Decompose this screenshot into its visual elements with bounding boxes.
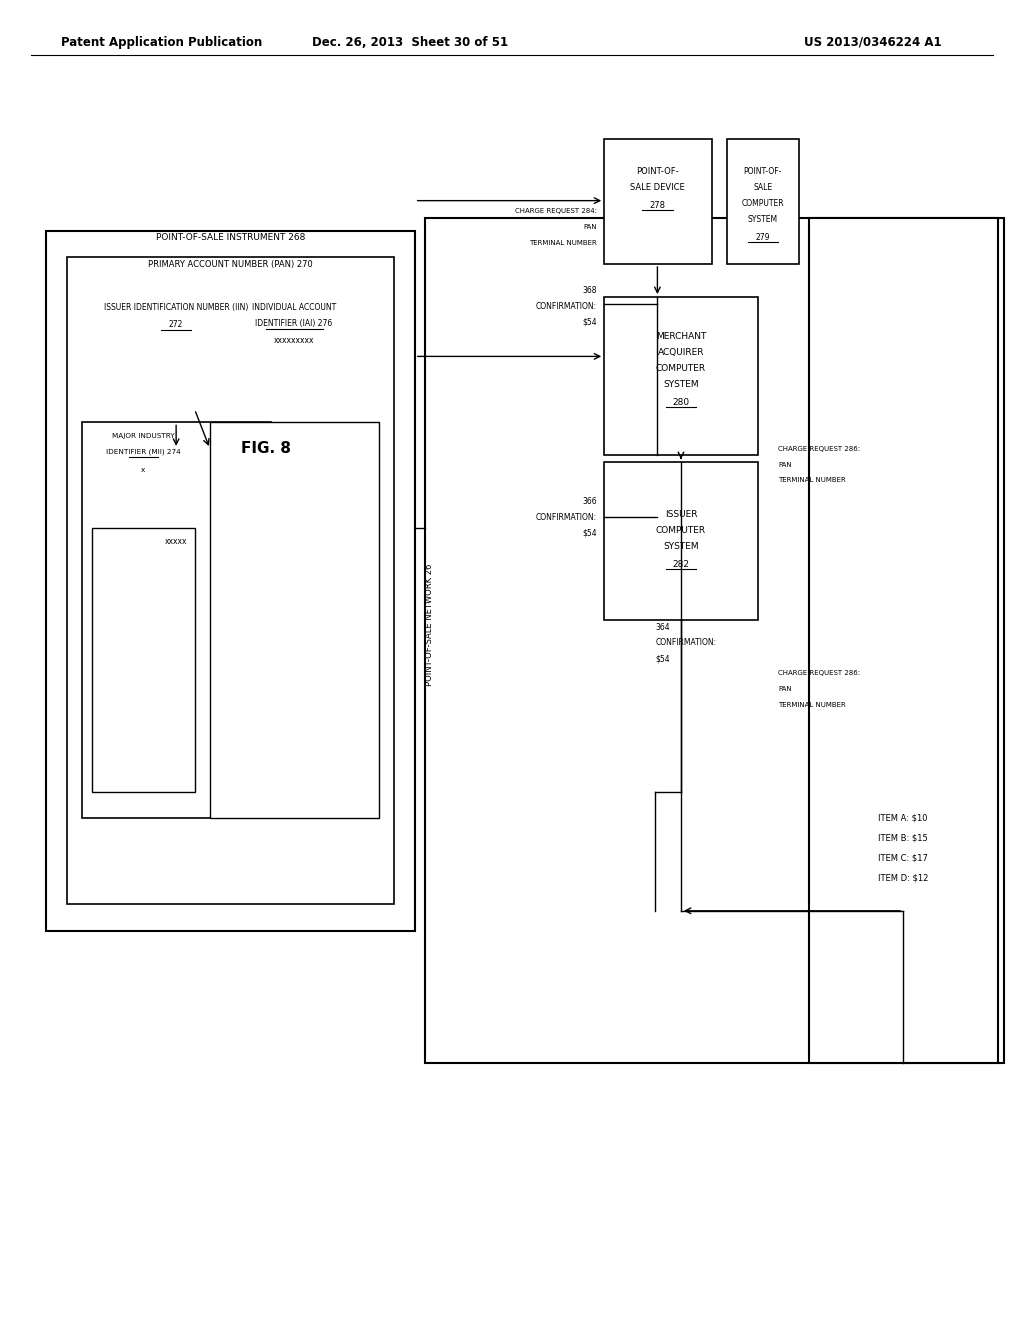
Text: US 2013/0346224 A1: US 2013/0346224 A1: [805, 36, 942, 49]
Text: CHARGE REQUEST 284:: CHARGE REQUEST 284:: [515, 209, 597, 214]
Text: ACQUIRER: ACQUIRER: [657, 348, 705, 356]
Bar: [604, 297, 758, 455]
Text: SALE: SALE: [754, 183, 772, 191]
Text: 279: 279: [756, 234, 770, 242]
Text: Dec. 26, 2013  Sheet 30 of 51: Dec. 26, 2013 Sheet 30 of 51: [311, 36, 508, 49]
Text: ISSUER: ISSUER: [665, 511, 697, 519]
Text: MAJOR INDUSTRY: MAJOR INDUSTRY: [112, 433, 175, 438]
Bar: [67, 257, 394, 904]
Text: POINT-OF-: POINT-OF-: [636, 168, 679, 176]
Text: COMPUTER: COMPUTER: [741, 199, 784, 207]
Text: 272: 272: [169, 321, 183, 329]
Text: IDENTIFIER (IAI) 276: IDENTIFIER (IAI) 276: [255, 319, 333, 327]
Bar: [92, 528, 195, 792]
Text: x: x: [141, 467, 145, 473]
Text: SYSTEM: SYSTEM: [664, 380, 698, 388]
Text: SYSTEM: SYSTEM: [664, 543, 698, 550]
Text: POINT-OF-: POINT-OF-: [743, 168, 782, 176]
Text: 278: 278: [649, 202, 666, 210]
Text: MERCHANT: MERCHANT: [655, 333, 707, 341]
Bar: [604, 462, 758, 620]
Text: COMPUTER: COMPUTER: [656, 527, 706, 535]
Text: IDENTIFIER (MII) 274: IDENTIFIER (MII) 274: [106, 449, 180, 454]
Text: ISSUER IDENTIFICATION NUMBER (IIN): ISSUER IDENTIFICATION NUMBER (IIN): [104, 304, 248, 312]
Text: CONFIRMATION:: CONFIRMATION:: [536, 513, 597, 521]
Text: TERMINAL NUMBER: TERMINAL NUMBER: [778, 478, 846, 483]
Bar: [727, 139, 799, 264]
Text: SALE DEVICE: SALE DEVICE: [630, 183, 685, 191]
Text: FIG. 8: FIG. 8: [242, 441, 291, 457]
Text: PAN: PAN: [778, 462, 792, 467]
Text: xxxxx: xxxxx: [165, 537, 187, 545]
Text: INDIVIDUAL ACCOUNT: INDIVIDUAL ACCOUNT: [252, 304, 336, 312]
Text: CONFIRMATION:: CONFIRMATION:: [536, 302, 597, 310]
Bar: [210, 422, 379, 818]
Text: CHARGE REQUEST 286:: CHARGE REQUEST 286:: [778, 446, 860, 451]
Text: CHARGE REQUEST 286:: CHARGE REQUEST 286:: [778, 671, 860, 676]
Text: 368: 368: [583, 286, 597, 294]
Text: COMPUTER: COMPUTER: [656, 364, 706, 372]
Text: 280: 280: [673, 399, 689, 407]
Text: TERMINAL NUMBER: TERMINAL NUMBER: [778, 702, 846, 708]
Text: 282: 282: [673, 561, 689, 569]
Text: ITEM C: $17: ITEM C: $17: [879, 854, 928, 862]
Text: ITEM B: $15: ITEM B: $15: [879, 834, 928, 842]
Text: 366: 366: [583, 498, 597, 506]
Text: PRIMARY ACCOUNT NUMBER (PAN) 270: PRIMARY ACCOUNT NUMBER (PAN) 270: [148, 260, 312, 268]
Bar: [425, 218, 1004, 1063]
Bar: [82, 422, 271, 818]
Bar: [46, 231, 415, 931]
Text: CONFIRMATION:: CONFIRMATION:: [655, 639, 717, 647]
Bar: [809, 218, 998, 1063]
Text: ITEM A: $10: ITEM A: $10: [879, 814, 928, 822]
Text: $54: $54: [583, 529, 597, 537]
Text: TERMINAL NUMBER: TERMINAL NUMBER: [529, 240, 597, 246]
Text: Patent Application Publication: Patent Application Publication: [61, 36, 263, 49]
Text: xxxxxxxxx: xxxxxxxxx: [273, 337, 314, 345]
Text: $54: $54: [583, 318, 597, 326]
Text: POINT-OF-SALE NETWORK 26: POINT-OF-SALE NETWORK 26: [425, 564, 434, 685]
Bar: [604, 139, 712, 264]
Text: ITEM D: $12: ITEM D: $12: [878, 874, 929, 882]
Text: SYSTEM: SYSTEM: [748, 215, 778, 223]
Text: 364: 364: [655, 623, 670, 631]
Text: $54: $54: [655, 655, 670, 663]
Text: PAN: PAN: [584, 224, 597, 230]
Text: POINT-OF-SALE INSTRUMENT 268: POINT-OF-SALE INSTRUMENT 268: [156, 234, 305, 242]
Text: PAN: PAN: [778, 686, 792, 692]
